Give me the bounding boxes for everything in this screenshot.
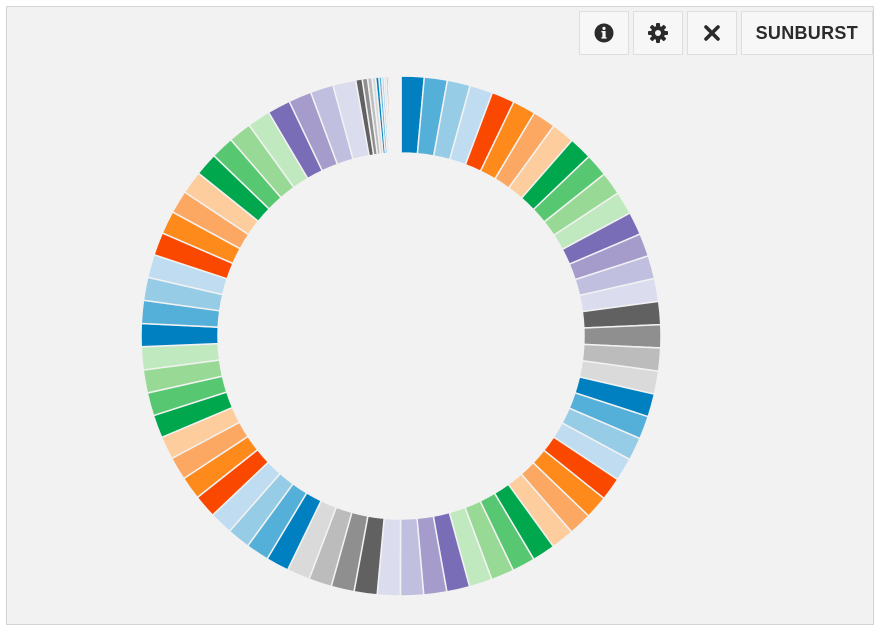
chart-toolbar: SUNBURST xyxy=(578,11,873,55)
info-circle-icon xyxy=(594,23,614,43)
close-icon xyxy=(703,25,720,41)
sunburst-button[interactable]: SUNBURST xyxy=(740,11,873,55)
info-button[interactable] xyxy=(578,11,629,55)
close-button[interactable] xyxy=(686,11,737,55)
gear-icon xyxy=(647,23,668,43)
sunburst-label: SUNBURST xyxy=(755,22,858,43)
settings-button[interactable] xyxy=(632,11,683,55)
